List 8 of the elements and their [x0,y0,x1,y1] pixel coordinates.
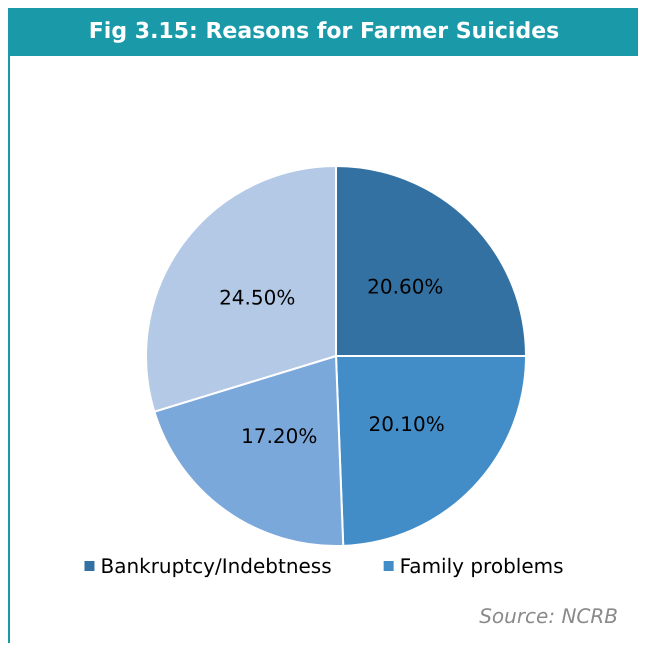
chart-title: Fig 3.15: Reasons for Farmer Suicides [10,8,638,56]
legend-label: Family problems [400,554,564,578]
legend-label: Bankruptcy/Indebtness [100,554,332,578]
source-note: Source: NCRB [479,604,618,628]
data-label: 20.10% [368,412,445,436]
data-label: 17.20% [241,424,318,448]
data-label: 20.60% [367,274,444,299]
data-label: 24.50% [219,286,296,310]
